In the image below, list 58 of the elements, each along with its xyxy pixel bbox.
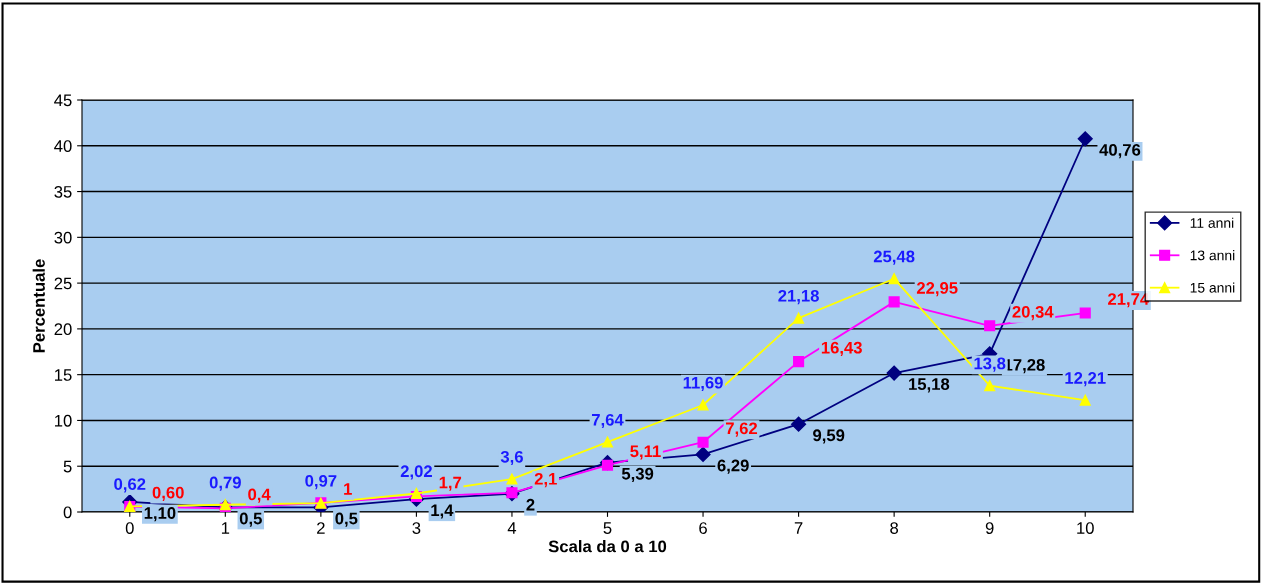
data-label: 1,7 bbox=[439, 476, 462, 491]
data-label: 1,10 bbox=[144, 507, 176, 522]
data-label: 1,4 bbox=[431, 504, 454, 519]
y-axis-title: Percentuale bbox=[32, 259, 45, 353]
x-tick-label: 2 bbox=[317, 522, 325, 534]
data-label: 7,64 bbox=[592, 413, 624, 429]
y-tick-label: 15 bbox=[55, 369, 72, 381]
x-tick-label: 5 bbox=[603, 522, 612, 534]
data-label: 15,18 bbox=[909, 378, 950, 393]
data-label: 12,21 bbox=[1065, 372, 1106, 387]
data-label: 6,29 bbox=[717, 459, 749, 474]
data-label: 2,1 bbox=[534, 472, 557, 488]
y-tick-label: 10 bbox=[55, 414, 72, 427]
x-tick-label: 10 bbox=[1077, 522, 1094, 534]
data-label: 5,11 bbox=[630, 445, 661, 460]
y-tick-label: 5 bbox=[63, 460, 72, 473]
legend-label: 13 anni bbox=[1190, 250, 1235, 261]
data-label: 13,8 bbox=[974, 357, 1006, 372]
data-label: 20,34 bbox=[1012, 305, 1054, 321]
data-label: 0,5 bbox=[239, 512, 262, 527]
x-tick-label: 6 bbox=[699, 522, 707, 534]
data-label: 2,02 bbox=[400, 465, 432, 480]
y-tick-label: 0 bbox=[63, 506, 72, 519]
data-label: 0,60 bbox=[152, 486, 184, 501]
y-tick-label: 30 bbox=[54, 231, 72, 244]
legend-label: 11 anni bbox=[1190, 217, 1234, 228]
x-axis-title: Scala da 0 a 10 bbox=[548, 540, 667, 553]
x-tick-label: 9 bbox=[985, 522, 994, 534]
data-label: 0,79 bbox=[209, 476, 241, 491]
data-label: 0,5 bbox=[335, 512, 358, 527]
x-tick-label: 1 bbox=[221, 522, 230, 534]
x-tick-label: 4 bbox=[507, 522, 517, 534]
data-label: 25,48 bbox=[873, 250, 915, 265]
data-label: 7,62 bbox=[725, 422, 758, 437]
y-tick-label: 20 bbox=[54, 323, 72, 336]
data-label: 21,18 bbox=[778, 289, 819, 305]
data-label: 40,76 bbox=[1099, 143, 1141, 159]
legend-label: 15 anni bbox=[1190, 282, 1235, 293]
y-tick-label: 25 bbox=[54, 277, 72, 290]
x-tick-label: 3 bbox=[412, 522, 421, 534]
data-label: 5,39 bbox=[621, 467, 654, 483]
x-tick-label: 8 bbox=[890, 522, 899, 534]
data-label: 0,4 bbox=[248, 488, 271, 503]
x-tick-label: 7 bbox=[794, 522, 803, 534]
y-tick-label: 40 bbox=[54, 140, 72, 152]
data-label: 0,97 bbox=[305, 474, 337, 490]
y-tick-label: 45 bbox=[54, 94, 72, 107]
data-label: 3,6 bbox=[500, 450, 523, 466]
data-label: 21,74 bbox=[1108, 293, 1150, 308]
data-label: 9,59 bbox=[813, 429, 845, 444]
data-label: 1 bbox=[344, 483, 352, 495]
data-label: 2 bbox=[526, 498, 535, 511]
x-tick-label: 0 bbox=[125, 522, 134, 534]
data-label: 16,43 bbox=[821, 341, 862, 356]
data-label: 22,95 bbox=[916, 282, 958, 297]
data-label: 11,69 bbox=[683, 376, 723, 392]
data-label: 0,62 bbox=[114, 478, 146, 493]
y-tick-label: 35 bbox=[54, 185, 72, 198]
